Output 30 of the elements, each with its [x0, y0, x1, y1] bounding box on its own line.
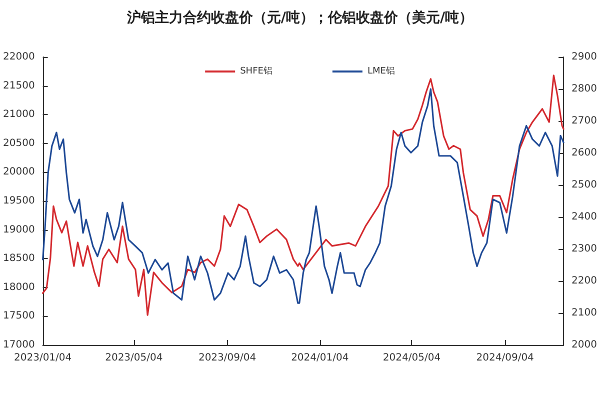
y2-tick-label: 2600	[572, 148, 598, 158]
y-tick-label: 22000	[3, 52, 35, 62]
y2-tick-label: 2900	[572, 52, 598, 62]
y2-tick-label: 2300	[572, 244, 598, 254]
y-tick-label: 21000	[3, 109, 35, 120]
legend-label: LME铝	[367, 66, 395, 76]
x-tick-label: 2024/01/04	[291, 352, 349, 364]
y-tick-label: 20500	[3, 138, 35, 149]
x-tick-label: 2024/09/04	[476, 352, 534, 364]
y-tick-label: 21500	[3, 80, 35, 92]
x-tick-label: 2024/05/04	[382, 352, 441, 364]
y-tick-label: 17000	[3, 340, 35, 350]
y-tick-label: 19000	[3, 224, 35, 236]
x-tick-label: 2023/01/04	[14, 352, 72, 364]
legend-label: SHFE铝	[240, 66, 272, 76]
x-tick-label: 2023/05/04	[105, 352, 163, 364]
chart-title: 沪铝主力合约收盘价（元/吨）；伦铝收盘价（美元/吨）	[126, 9, 474, 26]
y2-tick-label: 2400	[572, 212, 598, 222]
x-tick-label: 2023/09/04	[198, 352, 256, 364]
y-tick-label: 17500	[3, 310, 35, 322]
y-tick-label: 19500	[3, 196, 35, 206]
y2-tick-label: 2100	[572, 308, 598, 318]
y2-tick-label: 2800	[572, 84, 598, 94]
y2-tick-label: 2700	[572, 116, 598, 126]
y-tick-label: 18500	[3, 253, 35, 264]
y-tick-label: 20000	[3, 166, 35, 178]
y2-tick-label: 2500	[572, 180, 598, 190]
y2-tick-label: 2000	[572, 340, 598, 350]
y-tick-label: 18000	[3, 282, 35, 293]
y2-tick-label: 2200	[572, 276, 598, 286]
